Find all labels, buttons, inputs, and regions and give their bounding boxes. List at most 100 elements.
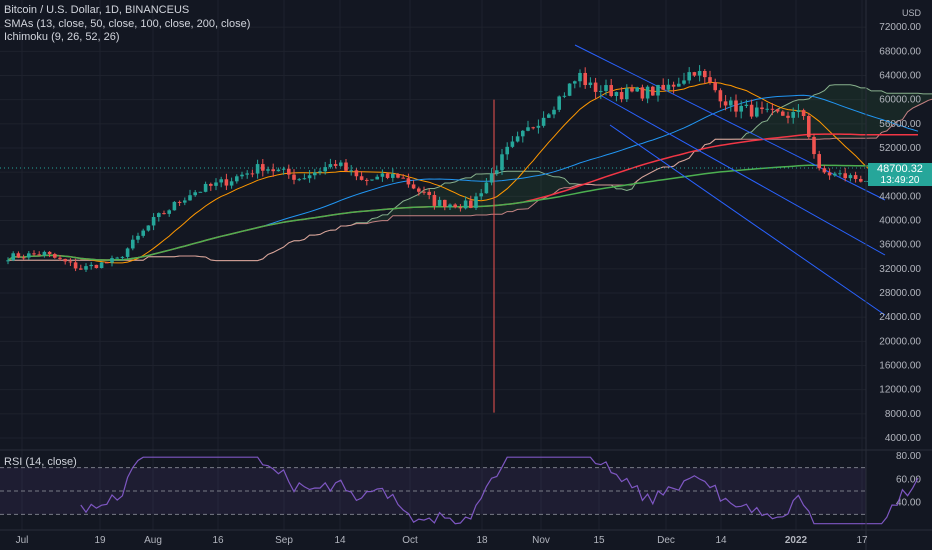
trend-channel-lines xyxy=(0,44,886,316)
currency-label: USD xyxy=(902,8,922,18)
candle-body xyxy=(32,253,36,255)
candle-body xyxy=(708,77,712,83)
candle-body xyxy=(526,127,530,131)
symbol-title[interactable]: Bitcoin / U.S. Dollar, 1D, BINANCEUS xyxy=(4,4,190,16)
sma-200-line xyxy=(7,164,918,261)
candle-body xyxy=(250,173,255,175)
candle-body xyxy=(755,107,759,117)
candle-body xyxy=(177,201,182,203)
x-tick-label: Sep xyxy=(275,535,293,546)
candle-body xyxy=(552,109,556,115)
candle-body xyxy=(625,88,629,100)
candle-body xyxy=(385,173,390,178)
candle-body xyxy=(661,84,665,90)
rsi-line xyxy=(80,456,919,525)
candle-body xyxy=(183,200,187,203)
candle-body xyxy=(344,162,348,171)
candle-body xyxy=(391,173,395,178)
candle-body xyxy=(323,167,327,172)
candle-body xyxy=(697,70,702,76)
candle-body xyxy=(6,260,10,262)
candle-body xyxy=(677,83,681,87)
candle-body xyxy=(749,104,754,117)
x-tick-label: Aug xyxy=(144,535,162,546)
candle-body xyxy=(656,84,660,96)
candle-body xyxy=(53,254,57,258)
x-tick-label: Oct xyxy=(402,535,418,546)
candle-body xyxy=(136,235,140,240)
candle-body xyxy=(214,182,218,186)
candle-body xyxy=(84,266,88,270)
candle-body xyxy=(318,171,322,173)
x-tick-label: Nov xyxy=(532,535,550,546)
x-tick-label: 17 xyxy=(856,535,868,546)
candle-body xyxy=(162,213,166,215)
candle-body xyxy=(703,70,707,78)
y-tick-label: 4000.00 xyxy=(885,433,922,444)
y-tick-label: 56000.00 xyxy=(879,119,921,130)
candle-body xyxy=(411,184,416,189)
candle-body xyxy=(541,117,546,126)
candle-body xyxy=(822,168,827,173)
candle-body xyxy=(349,170,353,172)
candle-body xyxy=(229,181,234,186)
time-axis[interactable]: Jul 19 Aug 16 Sep 14 Oct 18 Nov 15 Dec 14 2022 17 xyxy=(0,529,932,546)
candle-body xyxy=(682,80,686,84)
candle-body xyxy=(599,90,603,92)
candle-body xyxy=(271,169,275,172)
y-tick-label: 12000.00 xyxy=(879,385,921,396)
candle-body xyxy=(401,177,405,179)
candle-body xyxy=(474,196,478,208)
y-tick-label: 28000.00 xyxy=(879,288,921,299)
candle-body xyxy=(120,256,125,258)
rsi-tick-label: 80.00 xyxy=(896,451,921,462)
candle-body xyxy=(687,72,691,81)
candle-body xyxy=(375,176,379,180)
candle-body xyxy=(812,136,816,155)
candle-body xyxy=(463,200,468,209)
price-grid xyxy=(0,0,866,530)
rsi-legend[interactable]: RSI (14, close) xyxy=(4,456,77,468)
candle-body xyxy=(73,262,78,269)
sma-legend[interactable]: SMAs (13, close, 50, close, 100, close, … xyxy=(4,18,251,30)
candle-body xyxy=(651,86,655,96)
y-tick-label: 16000.00 xyxy=(879,361,921,372)
candle-body xyxy=(588,82,593,86)
y-tick-label: 72000.00 xyxy=(879,22,921,33)
cloud-fill xyxy=(8,84,932,261)
y-tick-label: 36000.00 xyxy=(879,240,921,251)
candle-body xyxy=(848,175,853,179)
ichimoku-legend[interactable]: Ichimoku (9, 26, 52, 26) xyxy=(4,31,120,43)
candle-body xyxy=(94,264,99,269)
candle-body xyxy=(729,100,733,106)
candle-body xyxy=(370,179,374,181)
candle-body xyxy=(380,173,385,177)
rsi-tick-label: 40.00 xyxy=(896,498,921,509)
candle-body xyxy=(307,175,312,179)
candle-body xyxy=(635,87,639,92)
candle-body xyxy=(47,251,52,255)
candle-body xyxy=(193,192,197,196)
candle-body xyxy=(146,225,151,231)
candle-body xyxy=(99,262,104,269)
y-tick-label: 24000.00 xyxy=(879,312,921,323)
candle-body xyxy=(781,111,785,116)
candle-body xyxy=(292,174,296,180)
x-tick-label: 14 xyxy=(334,535,346,546)
candle-body xyxy=(484,182,489,194)
candle-body xyxy=(817,154,821,169)
candle-body xyxy=(796,110,801,113)
candle-body xyxy=(630,88,634,92)
candle-body xyxy=(209,183,213,186)
candle-body xyxy=(281,168,286,170)
candle-body xyxy=(63,258,67,262)
candle-body xyxy=(775,109,780,112)
candle-body xyxy=(27,253,31,258)
candle-body xyxy=(219,179,223,183)
price-axis[interactable]: 72000.00 68000.00 64000.00 60000.00 56000.00… xyxy=(865,0,922,550)
candle-body xyxy=(443,199,447,208)
candle-body xyxy=(692,72,697,76)
candle-body xyxy=(11,253,15,261)
candle-body xyxy=(365,179,369,181)
